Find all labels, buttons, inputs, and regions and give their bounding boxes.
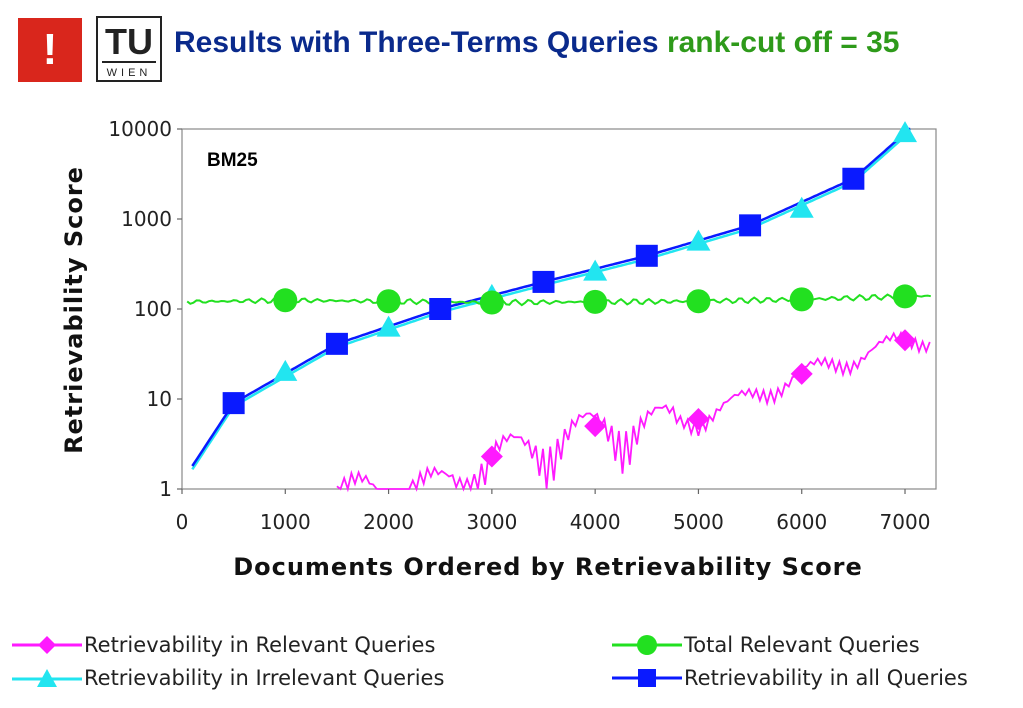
marker-irrelevant bbox=[583, 259, 608, 281]
retrievability-chart: 1 10 100 1000 10000 0 1000 2000 3000 4000 5000 600… bbox=[60, 117, 937, 581]
marker-all bbox=[739, 214, 762, 237]
logo-text-tu: TU bbox=[105, 21, 153, 62]
chart-title: BM25 bbox=[207, 150, 258, 171]
x-tick-label: 4000 bbox=[570, 510, 621, 534]
marker-irrelevant bbox=[789, 196, 814, 218]
legend-item-irrelevant: Retrievability in Irrelevant Queries bbox=[10, 663, 444, 693]
legend-label-all: Retrievability in all Queries bbox=[684, 666, 968, 690]
x-tick-label: 0 bbox=[176, 510, 189, 534]
marker-all bbox=[635, 244, 658, 267]
legend-item-total: Total Relevant Queries bbox=[610, 630, 920, 660]
plot-area bbox=[181, 128, 937, 490]
x-tick-label: 6000 bbox=[776, 510, 827, 534]
y-tick-label: 100 bbox=[134, 297, 172, 321]
y-tick-label: 1 bbox=[159, 477, 172, 501]
marker-all bbox=[222, 392, 245, 415]
marker-total bbox=[376, 289, 401, 314]
slide-title: Results with Three-Terms Queries rank-cu… bbox=[174, 26, 900, 60]
x-tick-label: 2000 bbox=[363, 510, 414, 534]
legend-marker-triangle bbox=[12, 669, 82, 687]
curve-relevant bbox=[336, 330, 931, 493]
legend-label-irrelevant: Retrievability in Irrelevant Queries bbox=[84, 666, 445, 690]
series-markers bbox=[222, 121, 918, 468]
marker-total bbox=[583, 289, 608, 314]
tu-wien-logo: TU WIEN bbox=[96, 16, 162, 82]
marker-total bbox=[789, 287, 814, 312]
marker-irrelevant bbox=[273, 359, 298, 381]
marker-all bbox=[429, 298, 452, 320]
marker-relevant bbox=[894, 329, 917, 352]
marker-total bbox=[686, 289, 711, 314]
marker-relevant bbox=[687, 407, 710, 430]
legend-marker-circle bbox=[612, 635, 682, 655]
y-axis-label: Retrievability Score bbox=[60, 166, 88, 454]
x-tick-label: 3000 bbox=[466, 510, 517, 534]
marker-total bbox=[893, 284, 918, 309]
y-tick-label: 1000 bbox=[121, 207, 172, 231]
marker-all bbox=[842, 167, 865, 190]
marker-irrelevant bbox=[376, 315, 401, 337]
x-tick-label: 1000 bbox=[260, 510, 311, 534]
marker-relevant bbox=[584, 415, 607, 438]
marker-relevant bbox=[480, 445, 503, 468]
legend-item-all: Retrievability in all Queries bbox=[610, 663, 968, 693]
legend-item-relevant: Retrievability in Relevant Queries bbox=[10, 630, 435, 660]
legend-label-total: Total Relevant Queries bbox=[684, 633, 920, 657]
y-tick-label: 10 bbox=[147, 387, 172, 411]
logo-text-wien: WIEN bbox=[107, 67, 152, 79]
marker-total bbox=[479, 290, 504, 315]
legend-marker-diamond bbox=[12, 636, 82, 654]
x-tick-label: 7000 bbox=[880, 510, 931, 534]
x-tick-label: 5000 bbox=[673, 510, 724, 534]
marker-irrelevant bbox=[893, 121, 918, 143]
legend-marker-square bbox=[612, 669, 682, 687]
marker-relevant bbox=[790, 362, 813, 385]
y-tick-label: 10000 bbox=[108, 117, 172, 141]
marker-all bbox=[532, 270, 555, 293]
marker-all bbox=[325, 332, 348, 355]
marker-irrelevant bbox=[686, 229, 711, 251]
y-axis: 1 10 100 1000 10000 bbox=[108, 117, 182, 501]
x-axis-label: Documents Ordered by Retrievability Scor… bbox=[233, 553, 863, 581]
x-axis: 0 1000 2000 3000 4000 5000 6000 7000 bbox=[176, 489, 931, 534]
slide-title-accent: rank-cut off = 35 bbox=[666, 26, 900, 59]
logo-exclamation: ! bbox=[18, 18, 82, 82]
logo-exclamation-mark: ! bbox=[42, 25, 58, 74]
marker-total bbox=[273, 288, 298, 313]
slide-title-main: Results with Three-Terms Queries bbox=[174, 26, 659, 59]
legend-label-relevant: Retrievability in Relevant Queries bbox=[84, 633, 436, 657]
